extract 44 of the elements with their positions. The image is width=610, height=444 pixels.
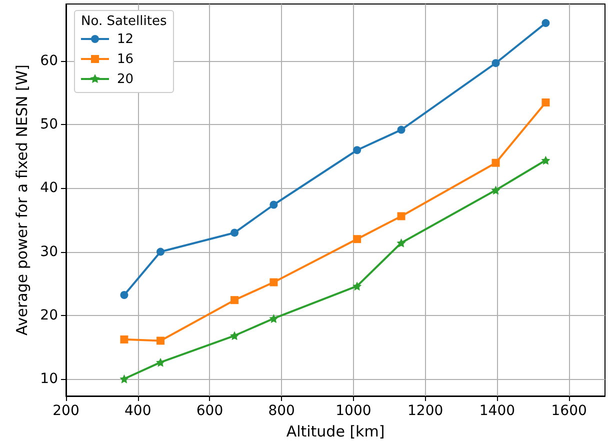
x-tick-label: 1600	[551, 403, 587, 419]
legend-label: 12	[117, 32, 134, 46]
y-tick-label: 40	[40, 180, 58, 196]
legend-label: 20	[117, 72, 134, 86]
y-tick-label: 50	[40, 116, 58, 133]
point	[230, 296, 239, 304]
y-tick-label: 20	[40, 307, 58, 324]
point	[542, 19, 550, 28]
legend-label: 16	[117, 52, 134, 66]
point	[491, 186, 500, 195]
x-tick-label: 1000	[336, 403, 372, 419]
x-tick-label: 200	[52, 403, 80, 419]
legend-title: No. Satellites	[81, 14, 167, 29]
point	[270, 200, 278, 209]
y-tick-label: 30	[40, 244, 58, 260]
point	[120, 335, 128, 344]
x-tick-label: 400	[124, 403, 152, 419]
point	[270, 278, 278, 286]
point	[541, 156, 550, 165]
point	[353, 235, 362, 244]
point	[269, 314, 278, 323]
point	[352, 282, 362, 291]
x-tick-label: 600	[196, 403, 224, 419]
point	[156, 358, 166, 367]
point	[156, 248, 165, 256]
x-tick-label: 1200	[408, 403, 444, 419]
point	[353, 146, 362, 154]
point	[230, 228, 239, 237]
point	[397, 212, 406, 220]
point	[542, 98, 550, 106]
x-tick-label: 800	[268, 403, 295, 419]
x-axis-title: Altitude [km]	[286, 422, 385, 440]
y-axis-title: Average power for a fixed NESN [W]	[12, 64, 31, 336]
point	[120, 290, 128, 299]
point	[156, 336, 165, 345]
point	[120, 374, 129, 384]
point	[230, 331, 240, 340]
point	[396, 238, 406, 248]
x-tick-label: 1400	[479, 403, 516, 419]
point	[397, 126, 406, 134]
y-tick-label: 10	[40, 370, 58, 387]
y-tick-label: 60	[40, 53, 58, 70]
point	[492, 59, 500, 68]
point	[492, 158, 500, 167]
